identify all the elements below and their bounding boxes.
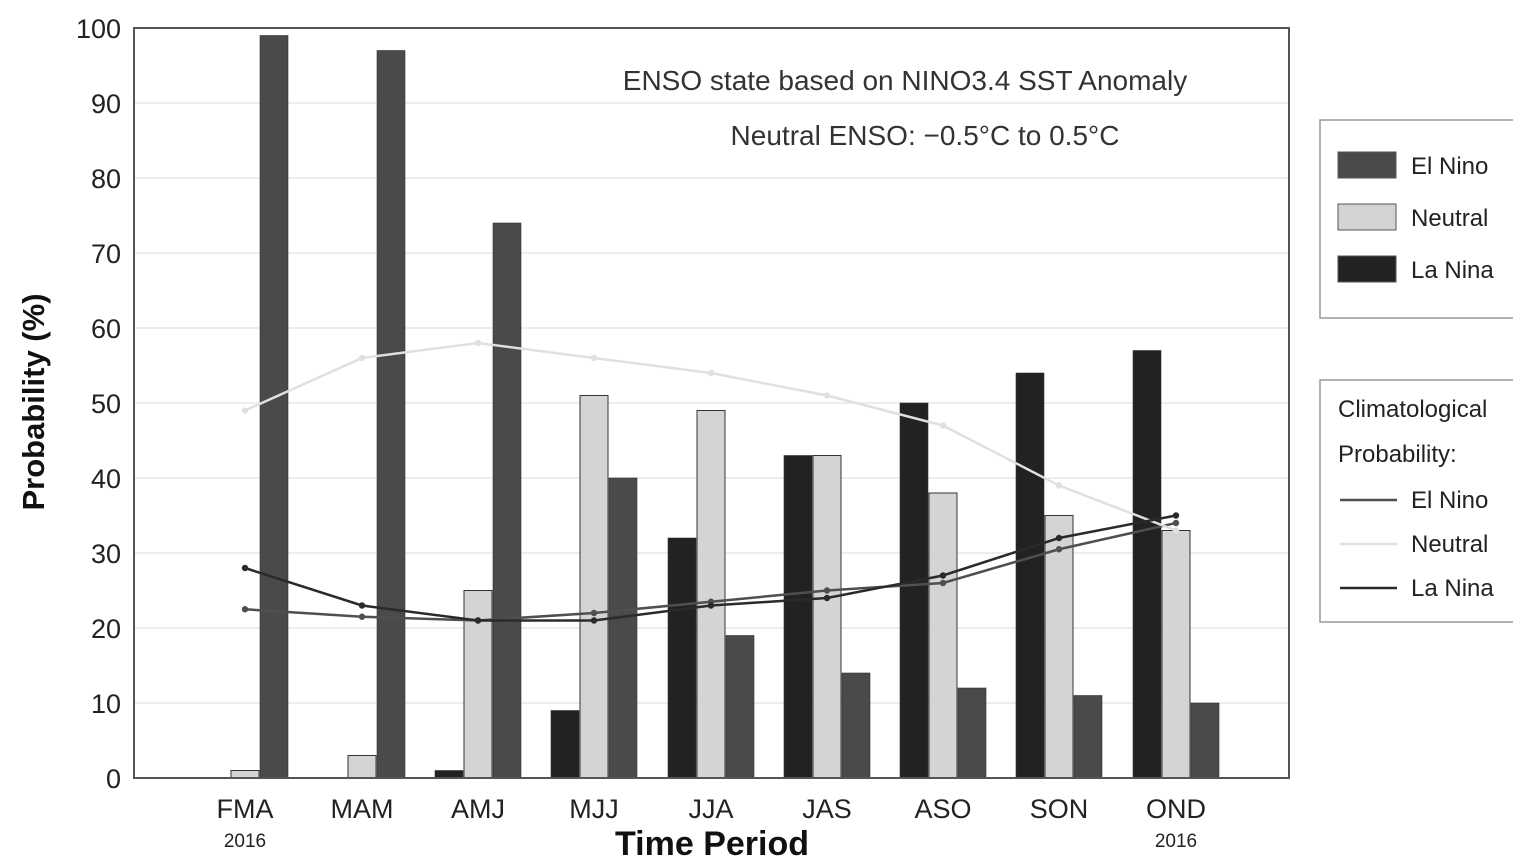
x-tick-jas: JAS <box>802 794 852 824</box>
climatology-point-neutral-jas <box>823 392 831 399</box>
y-tick-30: 30 <box>91 539 121 569</box>
y-tick-40: 40 <box>91 464 121 494</box>
x-axis-title: Time Period <box>615 825 809 859</box>
x-sublabel-ond: 2016 <box>1155 831 1197 852</box>
legend-lines-title-1: Climatological <box>1338 396 1487 423</box>
bar-el-nino-mjj <box>608 477 638 779</box>
bar-el-nino-ond <box>1190 702 1220 779</box>
bar-la-nina-aso <box>899 402 929 779</box>
climatology-point-la-nina-amj <box>474 617 482 624</box>
climatology-point-la-nina-ond <box>1172 512 1180 519</box>
climatology-point-neutral-mjj <box>590 354 598 362</box>
grid-lines <box>134 102 1289 704</box>
x-tick-jja: JJA <box>688 794 733 824</box>
climatology-point-el-nino-ond <box>1172 519 1180 527</box>
annotation-line-1: ENSO state based on NINO3.4 SST Anomaly <box>623 65 1187 96</box>
climatology-point-la-nina-mam <box>358 602 366 609</box>
bar-la-nina-jas <box>783 455 813 779</box>
plot-frame <box>133 27 1290 779</box>
bar-la-nina-son <box>1015 372 1045 779</box>
bar-el-nino-aso <box>957 687 987 779</box>
climatology-point-neutral-amj <box>474 339 482 347</box>
legend-lines-title-2: Probability: <box>1338 441 1457 468</box>
y-tick-60: 60 <box>91 314 121 344</box>
legend-swatch-la-nina <box>1337 255 1397 283</box>
bar-marks <box>230 35 1220 779</box>
legend-label-el-nino: El Nino <box>1411 153 1488 180</box>
y-tick-20: 20 <box>91 614 121 644</box>
climatology-point-la-nina-aso <box>939 572 947 579</box>
climatology-point-la-nina-son <box>1055 534 1063 542</box>
bar-la-nina-ond <box>1132 350 1162 779</box>
legend-line-label-el-nino: El Nino <box>1411 487 1488 514</box>
y-tick-90: 90 <box>91 89 121 119</box>
bar-la-nina-amj <box>434 770 464 779</box>
x-tick-son: SON <box>1030 794 1089 824</box>
annotation-line-2: Neutral ENSO: −0.5°C to 0.5°C <box>731 120 1120 151</box>
climatology-point-neutral-ond <box>1172 527 1180 534</box>
legend-bars: El Nino Neutral La Nina <box>1319 119 1513 319</box>
y-tick-50: 50 <box>91 389 121 419</box>
bar-neutral-son <box>1044 515 1074 779</box>
bar-el-nino-son <box>1073 695 1103 779</box>
y-tick-80: 80 <box>91 164 121 194</box>
bar-neutral-jas <box>812 455 842 779</box>
climatology-point-neutral-jja <box>707 369 715 377</box>
bar-la-nina-jja <box>667 537 697 779</box>
climatology-point-el-nino-fma <box>241 606 249 613</box>
legend-lines: Climatological Probability: El Nino Neutr… <box>1319 379 1513 623</box>
climatology-point-el-nino-aso <box>939 579 947 587</box>
y-axis-title: Probability (%) <box>16 293 51 510</box>
climatology-point-el-nino-mam <box>358 613 366 620</box>
climatology-point-la-nina-fma <box>241 564 249 572</box>
y-tick-70: 70 <box>91 239 121 269</box>
bar-el-nino-jas <box>841 672 871 779</box>
legend-line-label-la-nina: La Nina <box>1411 575 1494 602</box>
climatology-point-neutral-aso <box>939 422 947 429</box>
climatology-point-neutral-son <box>1055 482 1063 489</box>
bar-neutral-mjj <box>579 395 609 779</box>
bar-el-nino-jja <box>725 635 755 779</box>
bar-la-nina-mjj <box>550 710 580 779</box>
bar-neutral-aso <box>928 492 958 779</box>
climatology-point-la-nina-jja <box>707 602 715 609</box>
x-tick-fma: FMA <box>217 794 274 824</box>
x-tick-mam: MAM <box>331 794 394 824</box>
y-tick-0: 0 <box>106 764 121 794</box>
legend-swatch-el-nino <box>1337 151 1397 179</box>
bar-el-nino-amj <box>492 222 522 779</box>
x-tick-aso: ASO <box>914 794 971 824</box>
climatology-point-el-nino-jas <box>823 587 831 594</box>
bar-neutral-ond <box>1161 530 1191 779</box>
y-tick-10: 10 <box>91 689 121 719</box>
bar-neutral-fma <box>230 770 260 779</box>
bar-neutral-mam <box>347 755 377 779</box>
climatology-point-neutral-fma <box>241 407 249 414</box>
y-tick-labels: 0 10 20 30 40 50 60 70 80 90 100 <box>76 14 121 794</box>
legend-label-neutral: Neutral <box>1411 205 1488 232</box>
climatology-point-el-nino-son <box>1055 546 1063 553</box>
climatology-lines <box>241 339 1180 624</box>
legend-line-label-neutral: Neutral <box>1411 531 1488 558</box>
x-tick-amj: AMJ <box>451 794 505 824</box>
climatology-point-la-nina-jas <box>823 594 831 602</box>
x-tick-mjj: MJJ <box>569 794 619 824</box>
bar-el-nino-fma <box>259 35 289 779</box>
legend-swatch-neutral <box>1337 203 1397 231</box>
bar-el-nino-mam <box>376 50 406 779</box>
climatology-point-el-nino-mjj <box>590 609 598 617</box>
x-tick-labels: FMA 2016 MAM AMJ MJJ JJA JAS ASO SON OND 2016 <box>217 794 1207 852</box>
climatology-point-la-nina-mjj <box>590 617 598 624</box>
legend-label-la-nina: La Nina <box>1411 257 1494 284</box>
bar-neutral-jja <box>696 410 726 779</box>
x-sublabel-fma: 2016 <box>224 831 266 852</box>
x-tick-ond: OND <box>1146 794 1206 824</box>
climatology-point-neutral-mam <box>358 354 366 362</box>
y-tick-100: 100 <box>76 14 121 44</box>
